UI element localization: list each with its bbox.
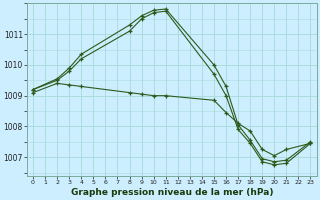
X-axis label: Graphe pression niveau de la mer (hPa): Graphe pression niveau de la mer (hPa)	[70, 188, 273, 197]
